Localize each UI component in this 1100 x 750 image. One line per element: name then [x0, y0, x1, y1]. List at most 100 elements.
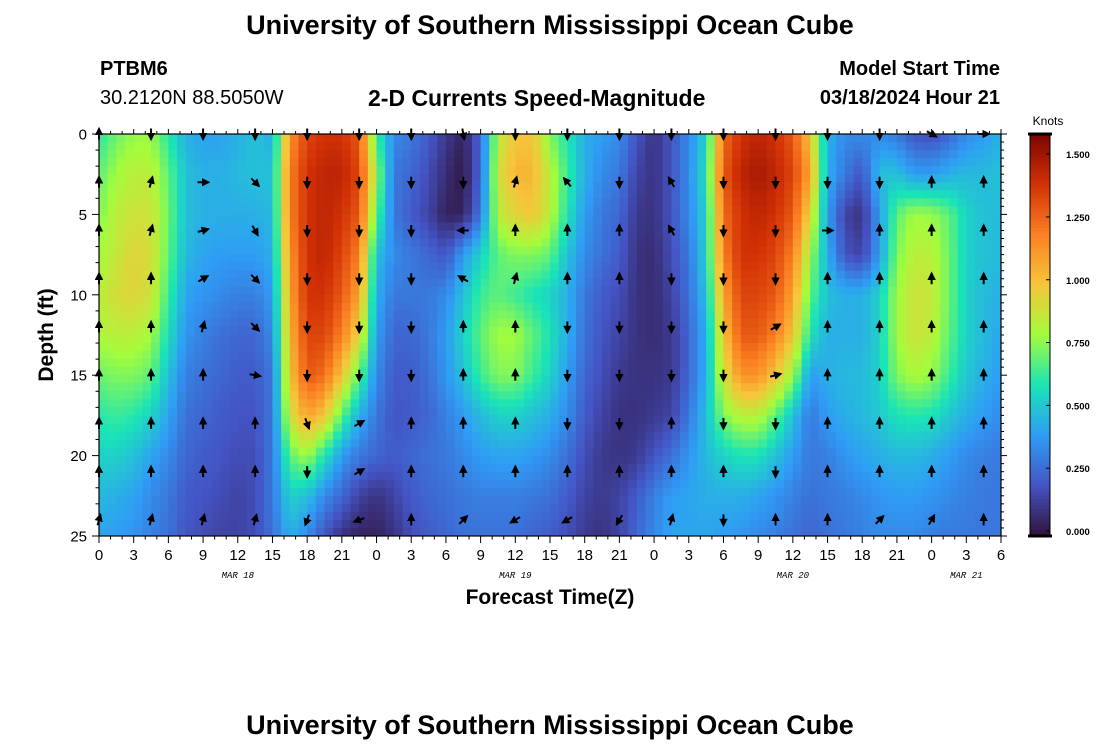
heatmap-cell	[732, 383, 742, 392]
heatmap-cell	[376, 511, 386, 521]
heatmap-cell	[662, 407, 673, 416]
heatmap-cell	[142, 503, 152, 513]
heatmap-cell	[263, 335, 274, 344]
heatmap-cell	[740, 166, 751, 175]
heatmap-cell	[497, 479, 508, 489]
heatmap-cell	[758, 326, 768, 336]
heatmap-cell	[645, 439, 655, 449]
heatmap-cell	[211, 150, 222, 159]
heatmap-cell	[931, 375, 941, 384]
heatmap-cell	[957, 150, 967, 159]
heatmap-cell	[706, 495, 716, 505]
heatmap-cell	[940, 391, 950, 400]
heatmap-cell	[523, 375, 534, 384]
heatmap-cell	[706, 190, 716, 199]
heatmap-cell	[576, 246, 586, 256]
heatmap-cell	[116, 439, 126, 449]
heatmap-cell	[870, 254, 881, 264]
heatmap-cell	[107, 367, 117, 376]
heatmap-cell	[437, 174, 447, 183]
heatmap-cell	[341, 302, 352, 312]
heatmap-cell	[931, 198, 941, 207]
heatmap-cell	[99, 399, 109, 408]
heatmap-cell	[896, 471, 907, 481]
heatmap-cell	[671, 262, 681, 272]
heatmap-cell	[784, 447, 794, 457]
heatmap-cell	[992, 375, 1001, 384]
heatmap-cell	[289, 479, 300, 489]
heatmap-cell	[159, 431, 169, 441]
heatmap-cell	[125, 383, 135, 392]
heatmap-cell	[229, 318, 239, 328]
heatmap-cell	[836, 174, 846, 183]
heatmap-cell	[532, 391, 542, 400]
heatmap-cell	[428, 439, 438, 449]
heatmap-cell	[177, 439, 187, 449]
heatmap-cell	[194, 166, 204, 175]
heatmap-cell	[229, 463, 239, 473]
heatmap-cell	[289, 383, 300, 392]
heatmap-cell	[836, 351, 846, 360]
heatmap-cell	[515, 262, 525, 272]
heatmap-cell	[680, 262, 690, 272]
heatmap-cell	[220, 375, 230, 384]
heatmap-cell	[619, 238, 629, 248]
heatmap-cell	[810, 230, 820, 240]
heatmap-cell	[168, 254, 178, 264]
heatmap-cell	[393, 294, 404, 304]
heatmap-cell	[159, 262, 169, 272]
heatmap-cell	[801, 399, 811, 408]
heatmap-cell	[497, 182, 508, 191]
heatmap-cell	[983, 359, 993, 368]
heatmap-cell	[220, 495, 230, 505]
heatmap-cell	[636, 318, 646, 328]
heatmap-cell	[289, 407, 300, 416]
heatmap-cell	[602, 302, 612, 312]
heatmap-cell	[133, 431, 143, 441]
heatmap-cell	[688, 375, 699, 384]
heatmap-cell	[602, 455, 612, 465]
heatmap-cell	[255, 150, 265, 159]
heatmap-cell	[602, 278, 612, 288]
heatmap-cell	[610, 214, 620, 224]
heatmap-cell	[957, 270, 967, 280]
heatmap-cell	[506, 246, 516, 256]
heatmap-cell	[619, 174, 629, 183]
heatmap-cell	[792, 222, 803, 232]
heatmap-cell	[263, 391, 274, 400]
heatmap-cell	[133, 158, 143, 167]
heatmap-cell	[844, 190, 855, 199]
heatmap-cell	[506, 190, 516, 199]
heatmap-cell	[411, 503, 421, 513]
heatmap-cell	[125, 318, 135, 328]
heatmap-cell	[237, 166, 248, 175]
heatmap-cell	[593, 150, 603, 159]
heatmap-cell	[914, 166, 924, 175]
heatmap-cell	[636, 326, 646, 336]
heatmap-cell	[740, 238, 751, 248]
heatmap-cell	[341, 463, 352, 473]
heatmap-cell	[628, 230, 638, 240]
heatmap-cell	[541, 286, 551, 296]
heatmap-cell	[948, 455, 959, 465]
heatmap-cell	[541, 230, 551, 240]
heatmap-cell	[454, 174, 464, 183]
heatmap-cell	[983, 375, 993, 384]
heatmap-cell	[697, 335, 707, 344]
heatmap-cell	[550, 495, 560, 505]
heatmap-cell	[896, 415, 907, 425]
heatmap-cell	[888, 182, 898, 191]
heatmap-cell	[584, 142, 594, 151]
heatmap-cell	[550, 455, 560, 465]
heatmap-cell	[827, 182, 837, 191]
heatmap-cell	[931, 294, 941, 304]
heatmap-cell	[758, 431, 768, 441]
heatmap-cell	[792, 495, 803, 505]
heatmap-cell	[853, 318, 863, 328]
heatmap-cell	[480, 278, 490, 288]
heatmap-cell	[740, 367, 751, 376]
heatmap-cell	[367, 134, 378, 143]
heatmap-cell	[411, 463, 421, 473]
heatmap-cell	[263, 238, 274, 248]
heatmap-cell	[445, 230, 456, 240]
